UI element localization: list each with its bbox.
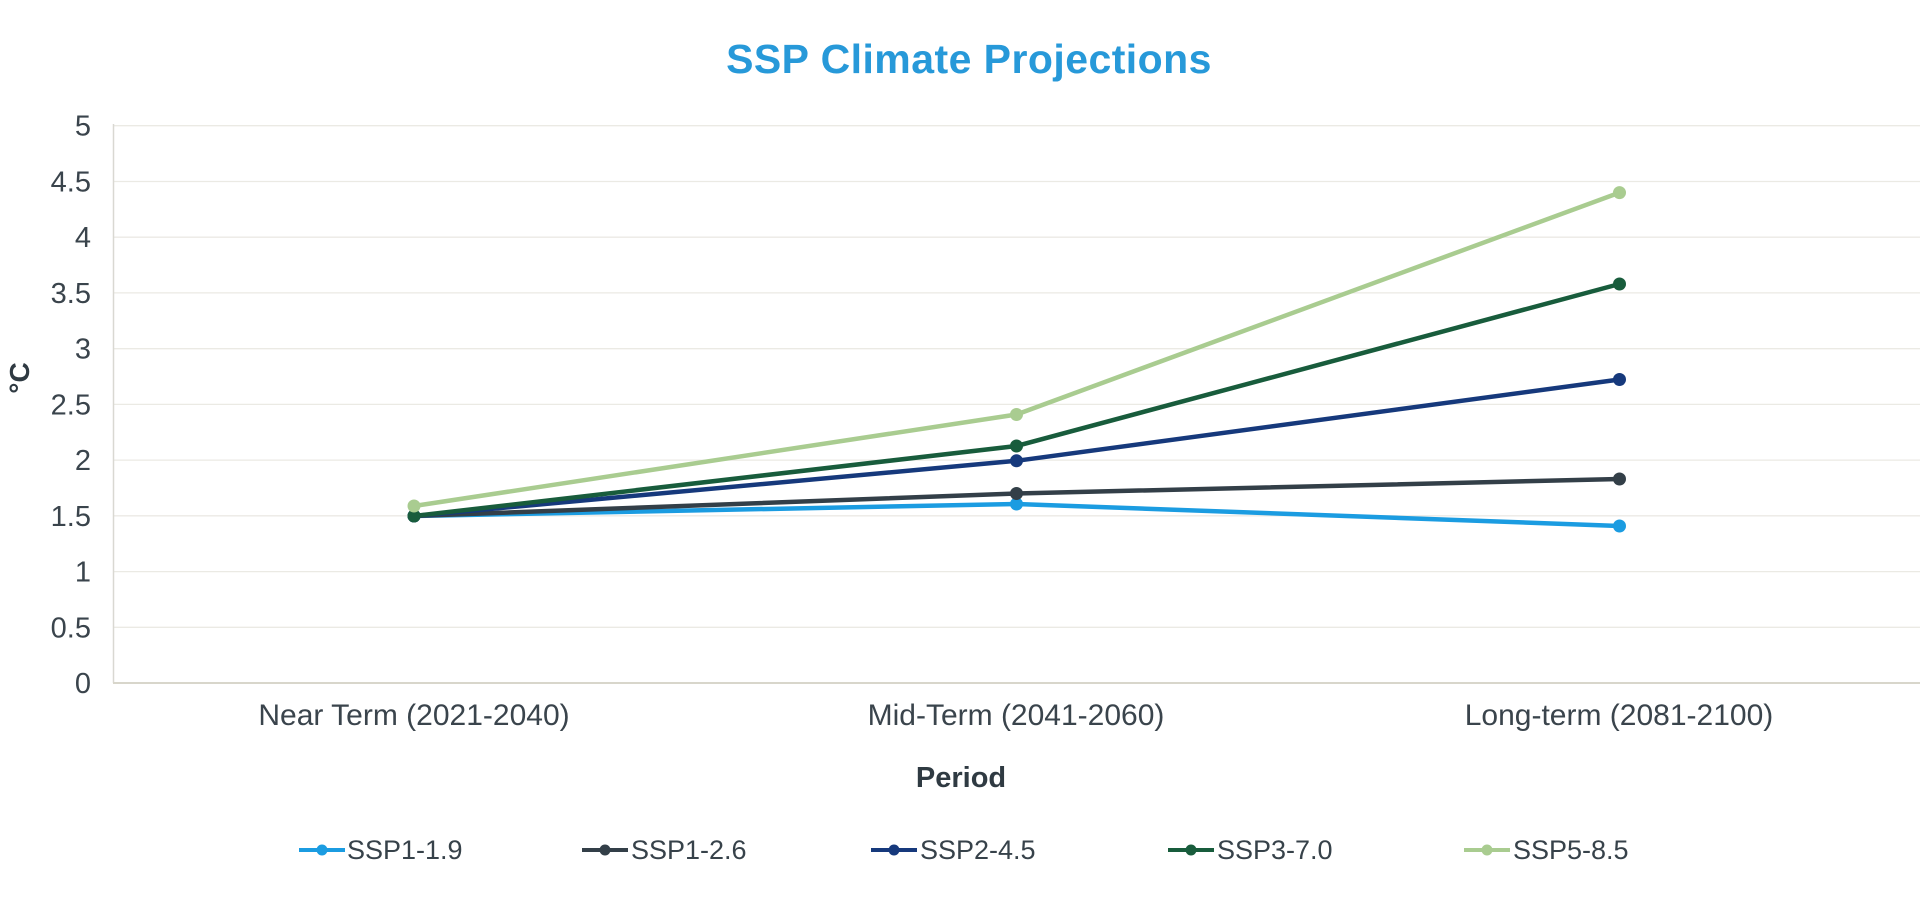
svg-text:0.5: 0.5 xyxy=(51,612,91,644)
svg-text:4.5: 4.5 xyxy=(51,167,91,199)
svg-text:SSP3-7.0: SSP3-7.0 xyxy=(1217,835,1333,865)
svg-text:4: 4 xyxy=(75,222,91,254)
svg-text:0: 0 xyxy=(75,668,91,700)
svg-text:1: 1 xyxy=(75,557,91,589)
svg-text:Long-term (2081-2100): Long-term (2081-2100) xyxy=(1465,699,1774,732)
svg-text:5: 5 xyxy=(75,111,91,143)
svg-text:2.5: 2.5 xyxy=(51,389,91,421)
svg-text:1.5: 1.5 xyxy=(51,501,91,533)
svg-text:°C: °C xyxy=(4,362,35,393)
svg-text:Period: Period xyxy=(916,762,1006,794)
svg-text:Mid-Term (2041-2060): Mid-Term (2041-2060) xyxy=(868,699,1165,732)
svg-text:SSP1-1.9: SSP1-1.9 xyxy=(347,835,463,865)
svg-text:3.5: 3.5 xyxy=(51,278,91,310)
svg-text:3: 3 xyxy=(75,334,91,366)
svg-text:SSP Climate Projections: SSP Climate Projections xyxy=(726,36,1212,82)
svg-text:SSP1-2.6: SSP1-2.6 xyxy=(631,835,747,865)
svg-text:SSP2-4.5: SSP2-4.5 xyxy=(920,835,1036,865)
svg-text:Near Term (2021-2040): Near Term (2021-2040) xyxy=(258,699,569,732)
svg-text:SSP5-8.5: SSP5-8.5 xyxy=(1513,835,1629,865)
svg-text:2: 2 xyxy=(75,445,91,477)
